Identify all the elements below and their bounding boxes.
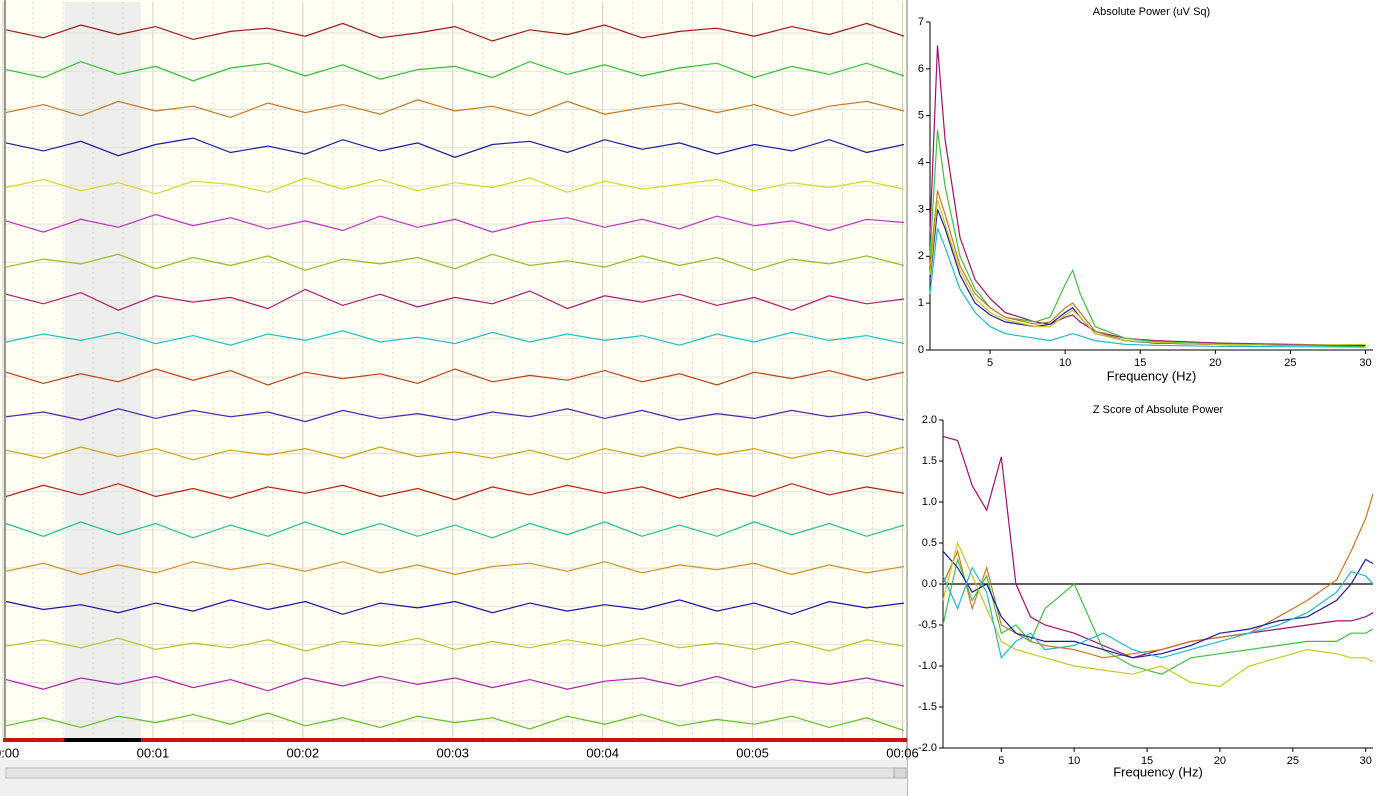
- spectrum-line: [942, 566, 1374, 660]
- eeg-trace: [5, 483, 905, 501]
- y-tick-label: 1.0: [922, 496, 937, 508]
- eeg-trace: [5, 408, 905, 423]
- time-label: 00:03: [436, 745, 469, 760]
- eeg-trace: [5, 288, 905, 311]
- time-label: 00:05: [736, 745, 769, 760]
- y-tick-label: 1.5: [922, 455, 937, 467]
- scrollbar[interactable]: [5, 767, 895, 779]
- chart-title: Z Score of Absolute Power: [1093, 404, 1224, 416]
- eeg-trace: [5, 521, 905, 539]
- x-tick-label: 15: [1134, 357, 1146, 369]
- eeg-trace: [5, 368, 905, 386]
- eeg-trace: [5, 213, 905, 233]
- y-tick-label: 6: [918, 63, 924, 75]
- scroll-button[interactable]: [893, 767, 907, 779]
- x-tick-label: 5: [998, 755, 1004, 767]
- time-label: 00:06: [886, 745, 919, 760]
- eeg-trace: [5, 561, 905, 576]
- y-tick-label: 0.5: [922, 537, 937, 549]
- x-tick-label: 10: [1068, 755, 1080, 767]
- x-tick-label: 20: [1209, 357, 1221, 369]
- y-tick-label: 4: [918, 156, 924, 168]
- x-tick-label: 15: [1141, 755, 1153, 767]
- y-tick-label: 7: [918, 16, 924, 28]
- y-tick-label: -1.0: [918, 660, 937, 672]
- time-bar: [3, 738, 907, 742]
- x-tick-label: 30: [1360, 755, 1372, 767]
- spectrum-panel: [907, 0, 1383, 796]
- eeg-trace: [5, 99, 905, 119]
- eeg-trace: [5, 177, 905, 195]
- spectrum-line: [929, 227, 1366, 348]
- eeg-trace: [5, 60, 905, 82]
- y-tick-label: 1: [918, 297, 924, 309]
- time-label: 00:02: [287, 745, 320, 760]
- time-label: 00:04: [586, 745, 619, 760]
- x-axis-label: Frequency (Hz): [1107, 368, 1197, 383]
- selection-bar: [64, 738, 141, 742]
- y-tick-label: 0: [918, 344, 924, 356]
- eeg-trace: [5, 253, 905, 271]
- eeg-trace: [5, 330, 905, 346]
- eeg-trace: [5, 712, 905, 732]
- x-tick-label: 30: [1359, 357, 1371, 369]
- eeg-trace: [5, 22, 905, 42]
- y-tick-label: -2.0: [918, 742, 937, 754]
- y-tick-label: -1.5: [918, 701, 937, 713]
- x-tick-label: 25: [1287, 755, 1299, 767]
- y-tick-label: 2: [918, 250, 924, 262]
- x-tick-label: 25: [1284, 357, 1296, 369]
- spectrum-line: [942, 493, 1374, 659]
- y-tick-label: 3: [918, 203, 924, 215]
- eeg-trace: [5, 599, 905, 615]
- spectrum-line: [929, 199, 1366, 346]
- eeg-trace: [5, 137, 905, 158]
- eeg-trace: [5, 637, 905, 652]
- time-label: 00:00: [0, 745, 19, 760]
- chart-title: Absolute Power (uV Sq): [1093, 6, 1210, 18]
- time-label: 00:01: [137, 745, 170, 760]
- y-tick-label: -0.5: [918, 619, 937, 631]
- eeg-trace: [5, 675, 905, 692]
- y-tick-label: 5: [918, 110, 924, 122]
- x-axis-label: Frequency (Hz): [1113, 764, 1203, 779]
- y-tick-label: 2.0: [922, 414, 937, 426]
- spectrum-line: [942, 550, 1374, 659]
- x-tick-label: 5: [987, 357, 993, 369]
- selection-band: [64, 2, 141, 738]
- x-tick-label: 20: [1214, 755, 1226, 767]
- y-tick-label: 0.0: [922, 578, 937, 590]
- eeg-trace: [5, 446, 905, 461]
- spectrum-line: [942, 541, 1374, 688]
- x-tick-label: 10: [1059, 357, 1071, 369]
- spectrum-line: [929, 129, 1366, 347]
